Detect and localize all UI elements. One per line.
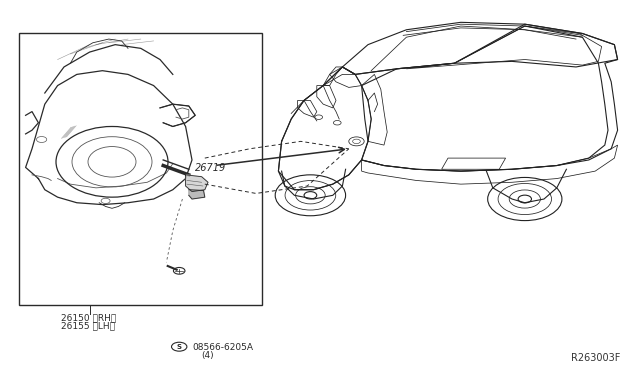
Text: 26719: 26719 — [195, 163, 227, 173]
Text: R263003F: R263003F — [572, 353, 621, 363]
Text: 26150 〈RH〉: 26150 〈RH〉 — [61, 314, 116, 323]
Text: (4): (4) — [202, 351, 214, 360]
Text: 08566-6205A: 08566-6205A — [192, 343, 253, 352]
Polygon shape — [189, 190, 205, 199]
Text: 26155 〈LH〉: 26155 〈LH〉 — [61, 321, 115, 330]
Bar — [19, 33, 262, 305]
Polygon shape — [186, 175, 208, 192]
Text: S: S — [177, 344, 182, 350]
